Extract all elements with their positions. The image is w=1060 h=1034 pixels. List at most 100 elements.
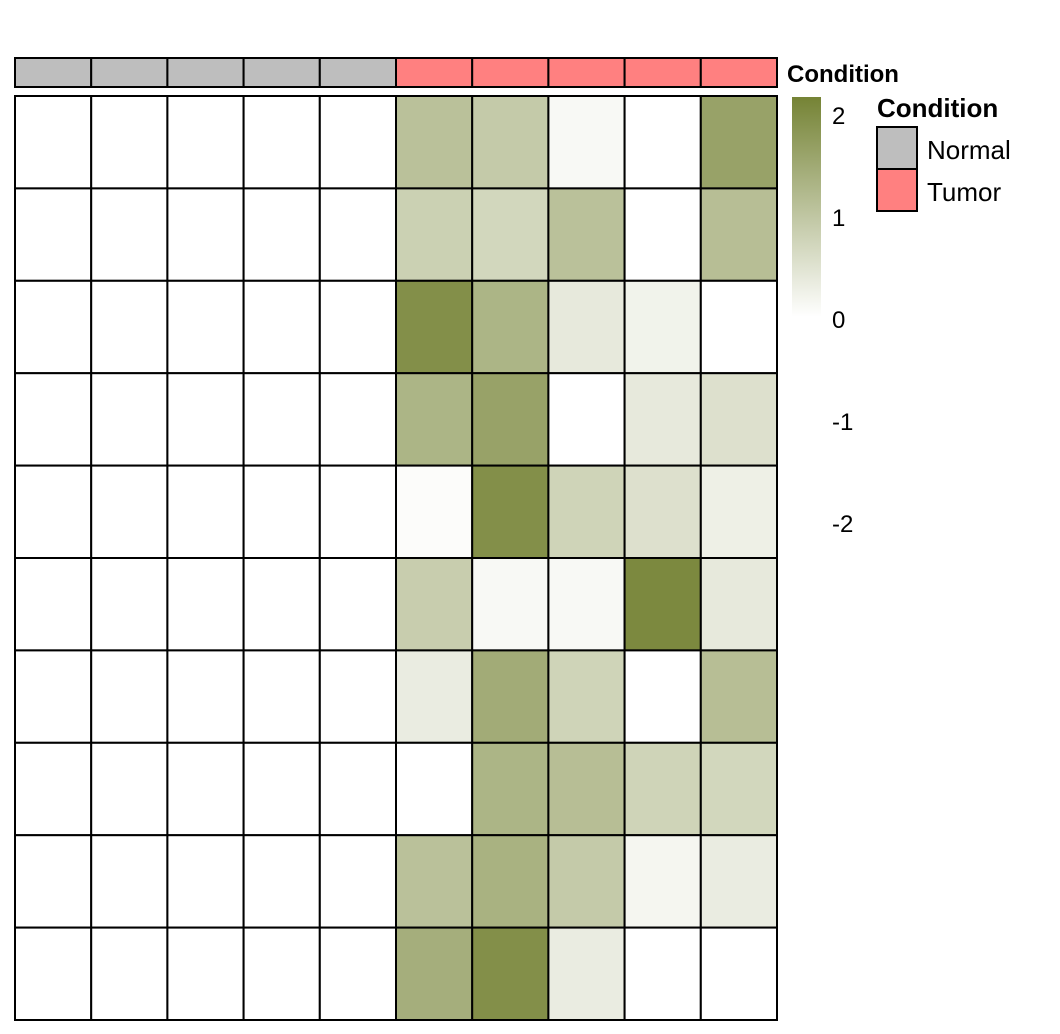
heatmap-cell: [166, 464, 245, 560]
heatmap-cell: [242, 557, 321, 652]
legend-title: Condition: [877, 93, 998, 123]
heatmap-cell: [623, 926, 702, 1021]
heatmap-cell: [471, 649, 550, 744]
heatmap-cell: [166, 926, 245, 1021]
heatmap-cell: [90, 557, 169, 652]
annotation-cell-normal: [318, 57, 397, 88]
annotation-cell-normal: [90, 57, 169, 88]
heatmap-cell: [699, 187, 778, 282]
heatmap-cell: [14, 95, 93, 190]
heatmap-cell: [318, 926, 397, 1021]
heatmap-cell: [166, 834, 245, 929]
heatmap-cell: [471, 187, 550, 282]
heatmap-cell: [14, 187, 93, 282]
heatmap-cell: [471, 372, 550, 467]
heatmap-cell: [395, 464, 474, 560]
heatmap-cell: [547, 834, 626, 929]
heatmap-cell: [623, 834, 702, 929]
annotation-cell-normal: [14, 57, 93, 88]
heatmap-cell: [395, 95, 474, 190]
heatmap-cell: [166, 557, 245, 652]
heatmap-cell: [318, 834, 397, 929]
heatmap-cell: [242, 926, 321, 1021]
legend-swatch-tumor: [876, 168, 918, 212]
heatmap-cell: [90, 372, 169, 467]
heatmap-cell: [547, 95, 626, 190]
heatmap-grid: [14, 95, 778, 1021]
heatmap-cell: [90, 649, 169, 744]
heatmap-cell: [395, 187, 474, 282]
heatmap-cell: [242, 95, 321, 190]
heatmap-cell: [90, 464, 169, 560]
heatmap-cell: [14, 557, 93, 652]
annotation-cell-normal: [242, 57, 321, 88]
heatmap-cell: [395, 649, 474, 744]
heatmap-cell: [623, 279, 702, 375]
heatmap-cell: [242, 372, 321, 467]
heatmap-cell: [623, 187, 702, 282]
heatmap-cell: [318, 557, 397, 652]
heatmap-cell: [547, 279, 626, 375]
heatmap-cell: [166, 187, 245, 282]
heatmap-cell: [699, 557, 778, 652]
heatmap-cell: [623, 464, 702, 560]
annotation-cell-tumor: [623, 57, 702, 88]
heatmap-cell: [166, 95, 245, 190]
heatmap-cell: [14, 464, 93, 560]
annotation-cell-tumor: [395, 57, 474, 88]
heatmap-cell: [623, 649, 702, 744]
colorbar-tick-label: -1: [832, 409, 853, 436]
heatmap-cell: [14, 279, 93, 375]
annotation-cell-tumor: [699, 57, 778, 88]
heatmap-cell: [395, 372, 474, 467]
heatmap-cell: [699, 741, 778, 837]
colorbar-tick-label: -2: [832, 511, 853, 538]
heatmap-cell: [623, 557, 702, 652]
heatmap-cell: [623, 741, 702, 837]
colorbar-tick-label: 1: [832, 205, 845, 232]
heatmap-cell: [395, 279, 474, 375]
heatmap-cell: [623, 95, 702, 190]
heatmap-cell: [471, 926, 550, 1021]
annotation-cell-tumor: [547, 57, 626, 88]
heatmap-cell: [242, 464, 321, 560]
heatmap-cell: [623, 372, 702, 467]
heatmap-cell: [547, 926, 626, 1021]
heatmap-cell: [699, 95, 778, 190]
heatmap-cell: [318, 187, 397, 282]
heatmap-cell: [242, 187, 321, 282]
heatmap-cell: [547, 741, 626, 837]
heatmap-cell: [14, 372, 93, 467]
heatmap-cell: [318, 741, 397, 837]
heatmap-cell: [471, 95, 550, 190]
heatmap-cell: [90, 279, 169, 375]
heatmap-cell: [471, 464, 550, 560]
heatmap-cell: [242, 834, 321, 929]
legend-swatch-normal: [876, 126, 918, 170]
heatmap-cell: [318, 95, 397, 190]
heatmap-cell: [90, 926, 169, 1021]
heatmap-cell: [318, 372, 397, 467]
heatmap-cell: [547, 649, 626, 744]
heatmap-cell: [699, 464, 778, 560]
heatmap-cell: [14, 741, 93, 837]
condition-legend: Condition Normal Tumor: [876, 93, 1011, 212]
heatmap-cell: [547, 464, 626, 560]
colorbar-tick-label: 2: [832, 103, 845, 130]
heatmap-cell: [471, 834, 550, 929]
heatmap-cell: [242, 649, 321, 744]
legend-label-tumor: Tumor: [927, 177, 1001, 207]
heatmap-cell: [699, 649, 778, 744]
heatmap-cell: [14, 834, 93, 929]
heatmap-cell: [395, 926, 474, 1021]
heatmap-cell: [14, 649, 93, 744]
heatmap-cell: [318, 279, 397, 375]
heatmap-cell: [318, 649, 397, 744]
heatmap-cell: [90, 834, 169, 929]
heatmap-cell: [318, 464, 397, 560]
heatmap-cell: [242, 741, 321, 837]
heatmap-cell: [471, 741, 550, 837]
heatmap-cell: [166, 372, 245, 467]
annotation-track-label: Condition: [787, 61, 899, 88]
